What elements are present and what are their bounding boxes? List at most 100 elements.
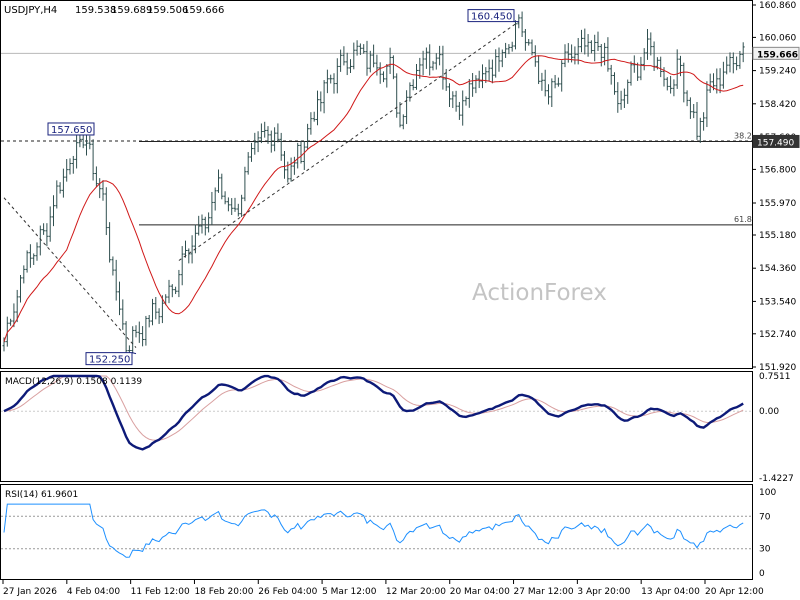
price-bar — [316, 90, 319, 126]
fib-label-61-8: 61.8 — [734, 215, 752, 224]
rsi-tick-label: 0 — [759, 569, 765, 579]
price-bar — [230, 198, 234, 216]
price-bar — [504, 42, 508, 58]
price-bar — [395, 73, 399, 118]
price-bar — [94, 166, 98, 187]
price-bar — [451, 91, 455, 109]
price-bar — [507, 44, 511, 55]
price-bar — [619, 90, 623, 110]
price-bar — [45, 223, 49, 247]
price-bar — [289, 157, 293, 182]
price-bar — [411, 79, 415, 91]
y-tick-label: 155.180 — [759, 231, 796, 241]
price-bar — [547, 84, 550, 105]
x-tick-label: 12 Mar 20:00 — [386, 587, 446, 597]
price-bar — [35, 242, 39, 261]
price-bar — [292, 156, 296, 175]
price-bar — [474, 75, 478, 94]
price-bar — [200, 214, 204, 234]
current-price-badge: 159.666 — [752, 46, 800, 60]
annotation-label: 157.650 — [51, 125, 92, 136]
price-bar — [405, 90, 409, 125]
price-bar — [226, 197, 230, 212]
price-bar — [299, 140, 303, 164]
price-bar — [141, 326, 145, 347]
price-bar — [154, 296, 158, 320]
price-bar — [372, 44, 376, 68]
quote-high: 159.689 — [111, 5, 152, 16]
price-bar — [61, 168, 65, 198]
y-tick-label: 160.860 — [759, 1, 796, 11]
price-bar — [223, 191, 227, 205]
price-bar — [256, 131, 260, 153]
price-bar — [5, 316, 9, 347]
x-tick-label: 27 Jan 2026 — [3, 587, 57, 597]
price-bar — [735, 56, 739, 71]
price-bar — [111, 256, 115, 276]
price-bar — [22, 265, 26, 284]
price-bar — [454, 90, 458, 112]
price-bar — [114, 259, 118, 301]
macd-tick-label: -1.4227 — [759, 474, 794, 484]
price-bar — [335, 58, 339, 94]
level-box — [752, 134, 800, 148]
price-bar — [424, 47, 428, 69]
price-bar — [38, 225, 42, 256]
price-bar — [589, 40, 593, 54]
price-bar — [151, 298, 154, 326]
price-bar — [385, 63, 389, 88]
price-bar — [583, 28, 587, 55]
price-bar — [243, 166, 247, 202]
price-bar — [147, 315, 151, 328]
price-bar — [596, 31, 600, 51]
y-tick-label: 151.920 — [759, 363, 796, 373]
annotation-label: 160.450 — [471, 12, 512, 23]
price-bar — [616, 82, 620, 113]
price-bar — [160, 295, 164, 324]
price-bar — [629, 61, 633, 86]
x-tick-label: 13 Apr 04:00 — [641, 587, 700, 597]
price-bar — [273, 127, 277, 152]
x-tick-label: 27 Mar 12:00 — [514, 587, 574, 597]
price-bar — [306, 123, 310, 150]
price-bar — [718, 68, 722, 94]
x-tick-label: 20 Mar 04:00 — [450, 587, 510, 597]
macd-title: MACD(12,26,9) 0.1508 0.1139 — [5, 377, 142, 387]
price-bar — [448, 83, 451, 107]
price-bar — [312, 111, 316, 122]
level-badge: 157.490 — [752, 134, 800, 148]
price-bar — [12, 303, 16, 328]
macd-tick-label: 0.00 — [759, 407, 779, 417]
price-bar — [471, 73, 475, 97]
price-bar — [725, 56, 729, 75]
price-bar — [309, 112, 313, 135]
x-tick-label: 20 Apr 12:00 — [705, 587, 764, 597]
price-bar — [695, 102, 699, 140]
price-bar — [52, 195, 55, 227]
price-bar — [302, 141, 306, 170]
price-bar — [104, 187, 108, 236]
price-bar — [101, 180, 105, 201]
price-bar — [477, 70, 481, 89]
price-bar — [603, 42, 607, 66]
price-bar — [203, 216, 207, 236]
price-bar — [48, 206, 52, 242]
price-bar — [365, 40, 369, 76]
price-bar — [355, 40, 359, 56]
price-bar — [91, 139, 95, 181]
price-bar — [527, 39, 531, 46]
current-price-label: 159.666 — [757, 50, 798, 60]
quote-open: 159.538 — [75, 5, 116, 16]
price-bar — [236, 203, 240, 217]
price-bar — [698, 117, 702, 143]
price-bar — [358, 43, 362, 55]
price-bar — [675, 49, 679, 89]
price-bar — [669, 75, 673, 94]
y-tick-label: 160.060 — [759, 33, 796, 43]
price-bar — [217, 169, 220, 193]
rsi-tick-label: 30 — [759, 545, 771, 555]
price-bar — [207, 212, 211, 233]
annotation-box — [85, 352, 133, 366]
current-price-box — [752, 46, 800, 60]
price-bar — [362, 44, 366, 54]
